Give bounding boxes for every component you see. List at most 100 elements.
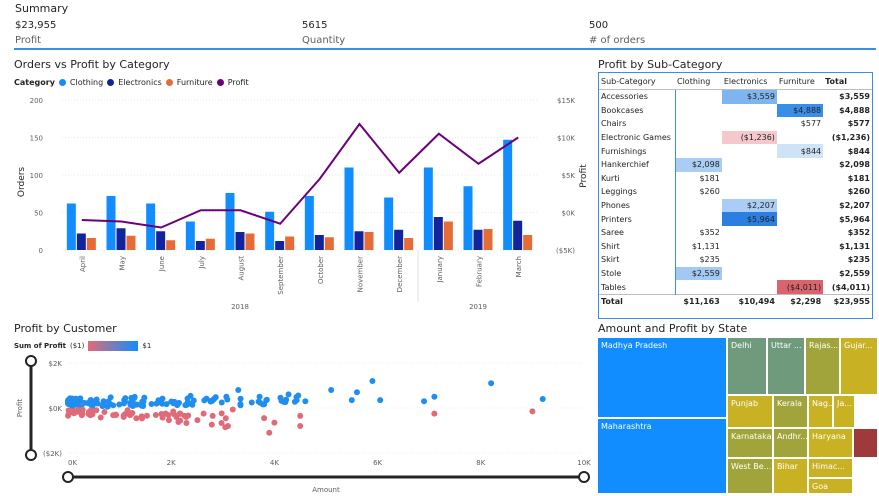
treemap-tile[interactable]: Ja...	[833, 395, 855, 428]
matrix-row[interactable]: Phones $2,207 $2,207	[599, 198, 872, 213]
bar-electronics-march[interactable]	[513, 220, 523, 250]
customer-point[interactable]	[159, 395, 166, 402]
customer-point[interactable]	[65, 412, 72, 419]
customer-point[interactable]	[69, 401, 76, 408]
customer-point[interactable]	[369, 378, 376, 384]
customer-point[interactable]	[183, 413, 190, 420]
customer-point[interactable]	[208, 421, 215, 428]
customer-point[interactable]	[353, 389, 360, 396]
customer-point[interactable]	[124, 407, 131, 414]
y-range-slider-bottom-handle[interactable]	[25, 449, 37, 461]
bar-clothing-may[interactable]	[106, 196, 116, 250]
col-total[interactable]: Total	[823, 73, 872, 90]
customer-point[interactable]	[257, 399, 264, 406]
customer-point[interactable]	[101, 409, 108, 416]
bar-clothing-january[interactable]	[423, 167, 433, 251]
customer-point[interactable]	[293, 397, 300, 404]
treemap-tile[interactable]: Bihar	[773, 458, 808, 494]
treemap-tile[interactable]: Delhi	[727, 337, 767, 395]
bar-clothing-november[interactable]	[344, 167, 354, 251]
bar-clothing-december[interactable]	[384, 197, 394, 251]
bar-furniture-june[interactable]	[166, 240, 176, 250]
treemap-tile[interactable]: Madhya Pradesh	[597, 337, 727, 418]
col-furniture[interactable]: Furniture	[776, 73, 824, 90]
customer-point[interactable]	[183, 419, 190, 426]
bar-clothing-july[interactable]	[185, 221, 195, 251]
customer-point[interactable]	[421, 398, 428, 405]
customer-point[interactable]	[128, 394, 135, 401]
legend-furniture[interactable]: Furniture	[176, 78, 213, 87]
treemap-tile[interactable]: Karnataka	[727, 428, 773, 458]
customer-point[interactable]	[431, 393, 438, 400]
treemap-tile[interactable]: Uttar ...	[767, 337, 805, 395]
customer-point[interactable]	[139, 400, 146, 407]
treemap-tile[interactable]: Maharashtra	[597, 418, 727, 494]
customer-point[interactable]	[348, 397, 355, 404]
customer-point[interactable]	[539, 396, 546, 402]
customer-point[interactable]	[89, 402, 96, 409]
matrix-row[interactable]: Skirt $235 $235	[599, 253, 872, 267]
bar-electronics-february[interactable]	[473, 229, 483, 250]
bar-furniture-april[interactable]	[86, 238, 96, 250]
bar-furniture-july[interactable]	[205, 238, 215, 250]
bar-furniture-march[interactable]	[523, 235, 533, 250]
matrix-row[interactable]: Kurti $181 $181	[599, 171, 872, 186]
bar-electronics-july[interactable]	[195, 241, 205, 250]
customer-point[interactable]	[173, 414, 180, 420]
customer-point[interactable]	[263, 396, 270, 403]
customer-point[interactable]	[77, 395, 84, 402]
matrix-row[interactable]: Leggings $260 $260	[599, 185, 872, 199]
customer-scatter-plot[interactable]: $2K $0K ($2K) 0K 2K 4K 6K 8K 10K Amount Profit	[0, 352, 595, 496]
customer-point[interactable]	[184, 399, 191, 406]
customer-point[interactable]	[65, 407, 72, 414]
customer-point[interactable]	[237, 395, 244, 402]
matrix-row[interactable]: Chairs $577 $577	[599, 117, 872, 131]
customer-point[interactable]	[488, 380, 495, 387]
customer-point[interactable]	[190, 397, 197, 404]
treemap-tile[interactable]: Goa	[808, 478, 853, 494]
customer-point[interactable]	[328, 387, 335, 393]
customer-point[interactable]	[229, 406, 236, 413]
customer-point[interactable]	[79, 406, 86, 413]
customer-point[interactable]	[187, 392, 194, 399]
customer-point[interactable]	[133, 415, 140, 422]
customer-point[interactable]	[218, 410, 225, 417]
bar-clothing-august[interactable]	[225, 193, 235, 250]
customer-point[interactable]	[295, 392, 302, 399]
bar-electronics-may[interactable]	[116, 228, 126, 250]
customer-point[interactable]	[431, 410, 438, 417]
customer-point[interactable]	[285, 391, 292, 398]
customer-point[interactable]	[224, 396, 231, 403]
customer-point[interactable]	[377, 397, 384, 404]
customer-point[interactable]	[148, 401, 155, 408]
customer-point[interactable]	[237, 400, 244, 407]
customer-point[interactable]	[218, 399, 225, 406]
customer-point[interactable]	[94, 400, 101, 407]
legend-profit[interactable]: Profit	[227, 78, 249, 87]
customer-point[interactable]	[87, 407, 94, 414]
customer-point[interactable]	[224, 423, 231, 429]
bar-clothing-october[interactable]	[304, 196, 314, 250]
bar-electronics-september[interactable]	[275, 241, 285, 250]
bar-clothing-march[interactable]	[503, 139, 513, 250]
customer-point[interactable]	[278, 397, 285, 404]
customer-point[interactable]	[297, 423, 304, 429]
matrix-row[interactable]: Shirt $1,131 $1,131	[599, 239, 872, 254]
matrix-row[interactable]: Hankerchief $2,098 $2,098	[599, 157, 872, 172]
legend-electronics[interactable]: Electronics	[118, 78, 162, 87]
col-electronics[interactable]: Electronics	[721, 73, 777, 90]
state-treemap[interactable]: Madhya Pradesh Maharashtra Delhi Uttar ... R…	[597, 337, 878, 494]
matrix-row[interactable]: Electronic Games ($1,236) ($1,236)	[599, 130, 872, 145]
col-subcategory[interactable]: Sub-Category	[599, 73, 675, 90]
treemap-tile[interactable]: Andhr...	[773, 428, 808, 458]
treemap-tile[interactable]	[853, 428, 878, 458]
customer-point[interactable]	[162, 410, 169, 417]
legend-clothing[interactable]: Clothing	[69, 78, 104, 87]
customer-point[interactable]	[177, 410, 184, 417]
customer-point[interactable]	[271, 419, 278, 426]
matrix-row[interactable]: Saree $352 $352	[599, 225, 872, 240]
customer-point[interactable]	[141, 394, 148, 401]
customer-point[interactable]	[203, 395, 210, 402]
bar-clothing-april[interactable]	[66, 203, 76, 251]
customer-point[interactable]	[235, 387, 242, 393]
